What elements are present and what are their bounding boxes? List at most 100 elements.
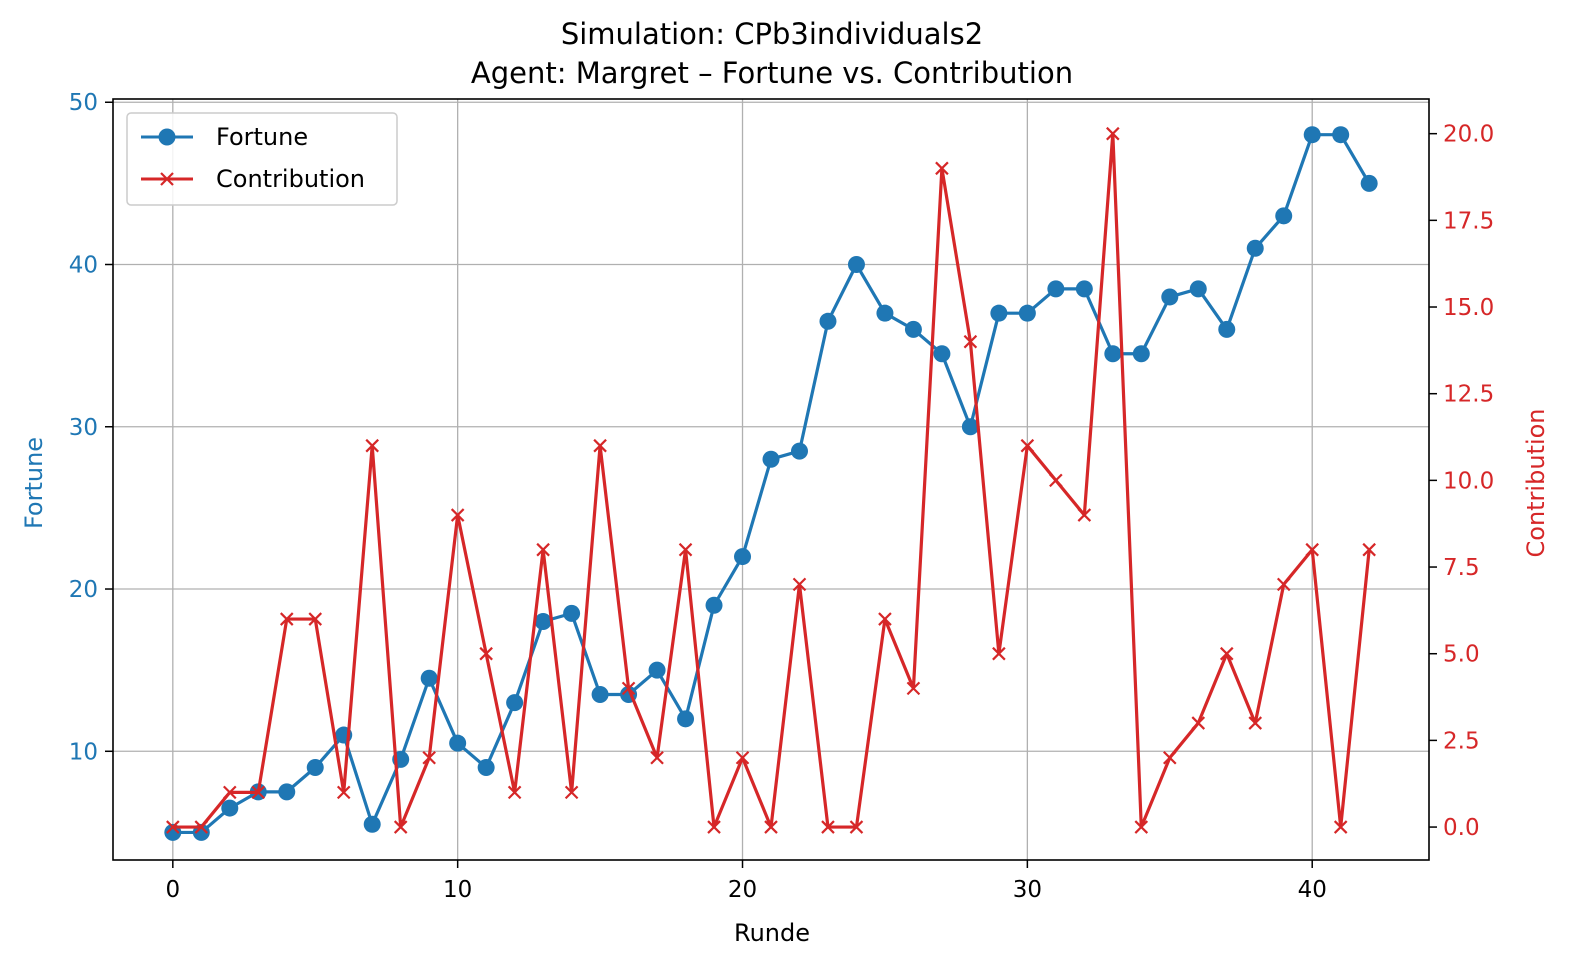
y-right-axis-label: Contribution [1522, 408, 1550, 557]
fortune-point [790, 442, 808, 460]
fortune-point [762, 450, 780, 468]
contribution-point [536, 542, 550, 557]
contribution-series [166, 126, 1376, 834]
legend-fortune-marker [158, 128, 176, 146]
fortune-point [847, 256, 865, 274]
fortune-point [1075, 280, 1093, 298]
contribution-point [422, 750, 436, 765]
y-right-tick-label: 15.0 [1443, 295, 1494, 321]
contribution-point [792, 577, 807, 592]
fortune-point [1275, 207, 1293, 225]
y-right-tick-label: 10.0 [1443, 468, 1494, 494]
fortune-point [506, 694, 524, 712]
contribution-point [223, 785, 237, 800]
contribution-point [393, 820, 408, 834]
fortune-point [961, 418, 979, 436]
contribution-point [906, 681, 921, 696]
x-tick-label: 0 [165, 877, 180, 903]
contribution-point [764, 820, 778, 834]
y-right-tick-label: 20.0 [1443, 122, 1494, 148]
fortune-point [278, 783, 296, 801]
contribution-point [1191, 716, 1206, 730]
grid-lines [113, 99, 1429, 860]
contribution-point [507, 785, 522, 800]
y-left-axis-ticks: 10 20 30 40 50 [69, 90, 113, 765]
chart-subtitle: Agent: Margret – Fortune vs. Contributio… [471, 56, 1073, 90]
contribution-point [479, 646, 493, 661]
fortune-point [1218, 320, 1236, 338]
contribution-point [878, 612, 892, 626]
contribution-point [279, 612, 294, 626]
fortune-point [1246, 239, 1264, 257]
contribution-point [450, 508, 465, 522]
contribution-point [365, 438, 379, 453]
contribution-point [1305, 542, 1319, 557]
fortune-point [990, 304, 1008, 322]
fortune-point [904, 320, 922, 338]
fortune-point [449, 734, 467, 752]
y-left-tick-label: 10 [69, 739, 98, 765]
fortune-point [363, 815, 381, 833]
fortune-series [164, 126, 1378, 841]
fortune-point [1132, 345, 1150, 363]
y-right-tick-label: 12.5 [1443, 382, 1494, 408]
legend-box [126, 112, 398, 206]
y-right-tick-label: 17.5 [1443, 208, 1494, 234]
fortune-point [221, 799, 239, 817]
fortune-point [1303, 126, 1321, 144]
fortune-point [734, 548, 752, 566]
fortune-line [172, 133, 1371, 835]
fortune-point [477, 759, 495, 777]
y-left-axis-label: Fortune [20, 437, 48, 529]
fortune-point [1047, 280, 1065, 298]
contribution-point [166, 820, 180, 834]
fortune-point [534, 612, 552, 630]
contribution-point [707, 820, 721, 834]
x-axis-ticks: 0 10 20 30 40 [165, 860, 1327, 903]
fortune-point [819, 312, 837, 330]
fortune-point [933, 345, 951, 363]
y-left-tick-label: 20 [69, 577, 98, 603]
x-tick-label: 20 [728, 877, 757, 903]
fortune-point [648, 661, 666, 679]
y-right-tick-label: 2.5 [1443, 728, 1480, 754]
contribution-point [849, 820, 864, 834]
x-tick-label: 10 [443, 877, 472, 903]
fortune-point [1360, 174, 1378, 192]
legend: Fortune Contribution [126, 112, 398, 206]
contribution-point [1163, 750, 1177, 765]
contribution-point [564, 785, 579, 800]
y-left-tick-label: 40 [69, 253, 98, 279]
contribution-point [821, 820, 835, 834]
contribution-point [1362, 542, 1376, 557]
contribution-point [1333, 820, 1348, 834]
contribution-point [621, 681, 636, 696]
fortune-point [1104, 345, 1122, 363]
fortune-point [677, 710, 695, 728]
contribution-point [735, 750, 750, 765]
fortune-point [876, 304, 894, 322]
contribution-point [1020, 438, 1035, 453]
fortune-point [1018, 304, 1036, 322]
y-right-tick-label: 0.0 [1443, 815, 1480, 841]
x-axis-label: Runde [734, 919, 810, 947]
contribution-point [1219, 646, 1234, 661]
fortune-point [1161, 288, 1179, 306]
fortune-point [306, 759, 324, 777]
y-right-axis-ticks: 0.0 2.5 5.0 7.5 10.0 12.5 15.0 17.5 20.0 [1429, 122, 1494, 841]
y-right-tick-label: 5.0 [1443, 642, 1480, 668]
fortune-point [705, 596, 723, 614]
contribution-point [251, 785, 266, 800]
series-layer [164, 126, 1378, 841]
contribution-point [1049, 473, 1063, 488]
contribution-line [172, 132, 1371, 829]
contribution-point [650, 750, 664, 765]
fortune-point [1332, 126, 1350, 144]
contribution-point [935, 161, 949, 176]
contribution-point [1248, 716, 1263, 730]
contribution-point [963, 334, 978, 349]
x-tick-label: 30 [1013, 877, 1042, 903]
contribution-point [308, 612, 323, 626]
fortune-point [1189, 280, 1207, 298]
